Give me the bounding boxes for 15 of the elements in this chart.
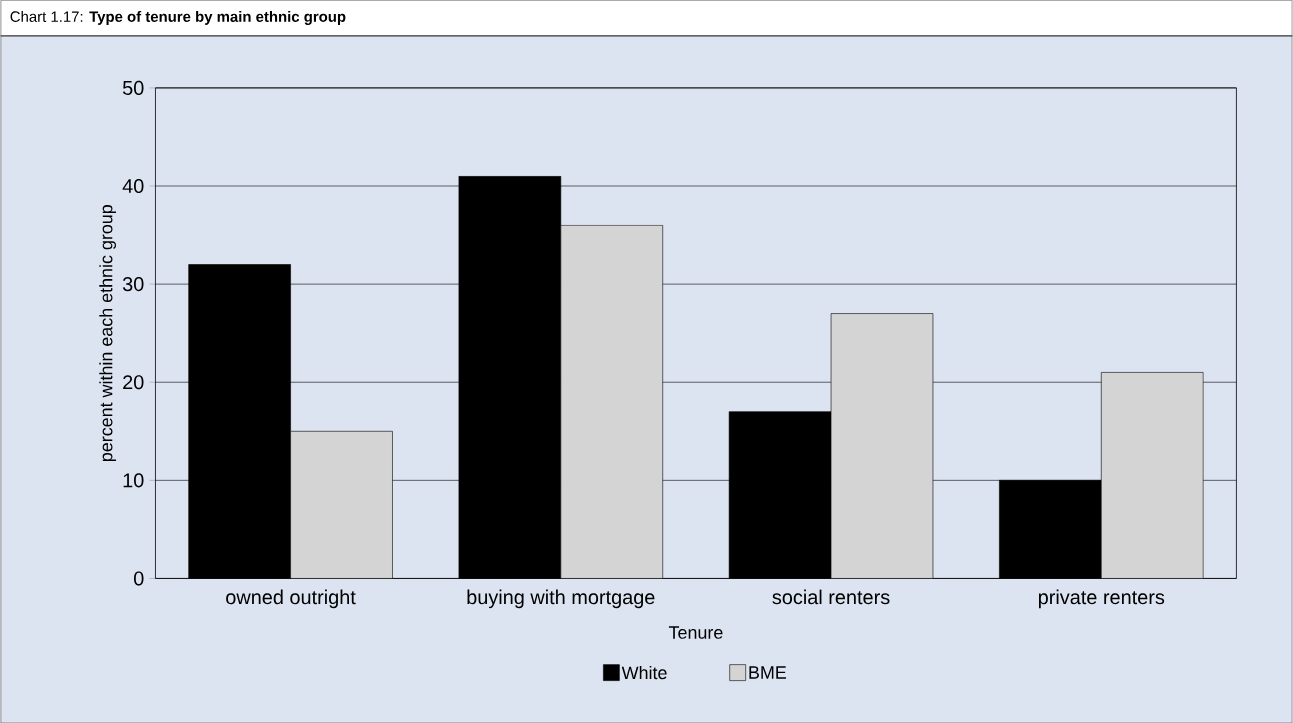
chart-title: Chart 1.17: Type of tenure by main ethnic group <box>10 10 346 25</box>
x-axis-title: Tenure <box>668 626 723 639</box>
legend-label: BME <box>749 666 787 679</box>
legend-label: White <box>621 665 667 680</box>
y-tick-label: 20 <box>123 375 144 390</box>
y-tick-label: 30 <box>122 276 144 292</box>
y-tick-label: 0 <box>134 571 144 586</box>
x-tick-label: social renters <box>772 589 890 605</box>
x-tick-label: private renters <box>1038 589 1165 609</box>
y-axis-title: percent within each ethnic group <box>99 204 116 461</box>
x-tick-label: buying with mortgage <box>467 589 655 609</box>
y-tick-label: 50 <box>122 80 144 95</box>
y-tick-label: 10 <box>123 473 144 488</box>
y-tick-label: 40 <box>122 178 144 193</box>
x-tick-label: owned outright <box>226 589 356 609</box>
